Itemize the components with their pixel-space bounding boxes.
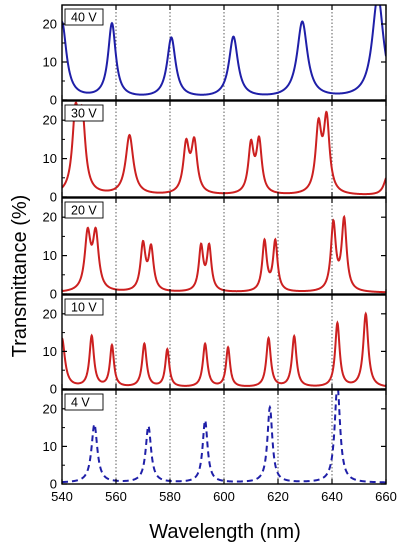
panel-20v: 0 10 20 20 V bbox=[43, 197, 387, 302]
x-tick-label: 660 bbox=[375, 489, 397, 504]
y-tick-label: 10 bbox=[43, 151, 57, 166]
panel-label: 4 V bbox=[71, 396, 90, 410]
y-tick-label: 20 bbox=[43, 17, 57, 32]
x-tick-label: 560 bbox=[105, 489, 127, 504]
y-tick-label: 0 bbox=[50, 477, 57, 492]
panel-label: 30 V bbox=[71, 107, 97, 121]
x-tick-label: 620 bbox=[267, 489, 289, 504]
panel-30v: 0 10 20 30 V bbox=[43, 100, 387, 205]
y-tick-label: 0 bbox=[50, 382, 57, 397]
y-tick-label: 10 bbox=[43, 439, 57, 454]
panel-label-box bbox=[64, 298, 104, 316]
y-axis-title: Transmittance (%) bbox=[9, 195, 31, 358]
x-tick-label: 540 bbox=[51, 489, 73, 504]
x-axis: 540 560 580 600 620 640 660 bbox=[51, 489, 397, 504]
panel-40v: 0 10 20 40 V bbox=[43, 4, 387, 108]
panel-label: 10 V bbox=[71, 301, 97, 315]
panel-label-box bbox=[64, 393, 104, 411]
y-tick-label: 20 bbox=[43, 113, 57, 128]
y-tick-label: 10 bbox=[43, 55, 57, 70]
y-tick-label: 20 bbox=[43, 401, 57, 416]
x-tick-label: 640 bbox=[321, 489, 343, 504]
y-tick-label: 0 bbox=[50, 190, 57, 205]
y-tick-label: 20 bbox=[43, 210, 57, 225]
x-tick-label: 600 bbox=[213, 489, 235, 504]
x-axis-title: Wavelength (nm) bbox=[149, 521, 301, 543]
x-tick-label: 580 bbox=[159, 489, 181, 504]
panels-layer: 0 10 20 40 V 0 10 20 30 V 0 10 20 20 V 0 10 20 10 V 0 10 2… bbox=[43, 4, 387, 492]
transmittance-curve bbox=[62, 5, 386, 96]
panel-label-box bbox=[64, 104, 104, 122]
panel-label-box bbox=[64, 8, 104, 26]
y-tick-label: 0 bbox=[50, 93, 57, 108]
panel-label: 40 V bbox=[71, 11, 97, 25]
y-tick-label: 10 bbox=[43, 344, 57, 359]
panel-10v: 0 10 20 10 V bbox=[43, 294, 387, 397]
panel-4v: 0 10 20 4 V bbox=[43, 389, 387, 492]
y-tick-label: 10 bbox=[43, 248, 57, 263]
y-tick-label: 0 bbox=[50, 287, 57, 302]
panel-label-box bbox=[64, 201, 104, 219]
y-tick-label: 20 bbox=[43, 306, 57, 321]
transmittance-curve bbox=[62, 311, 386, 388]
panel-label: 20 V bbox=[71, 204, 97, 218]
